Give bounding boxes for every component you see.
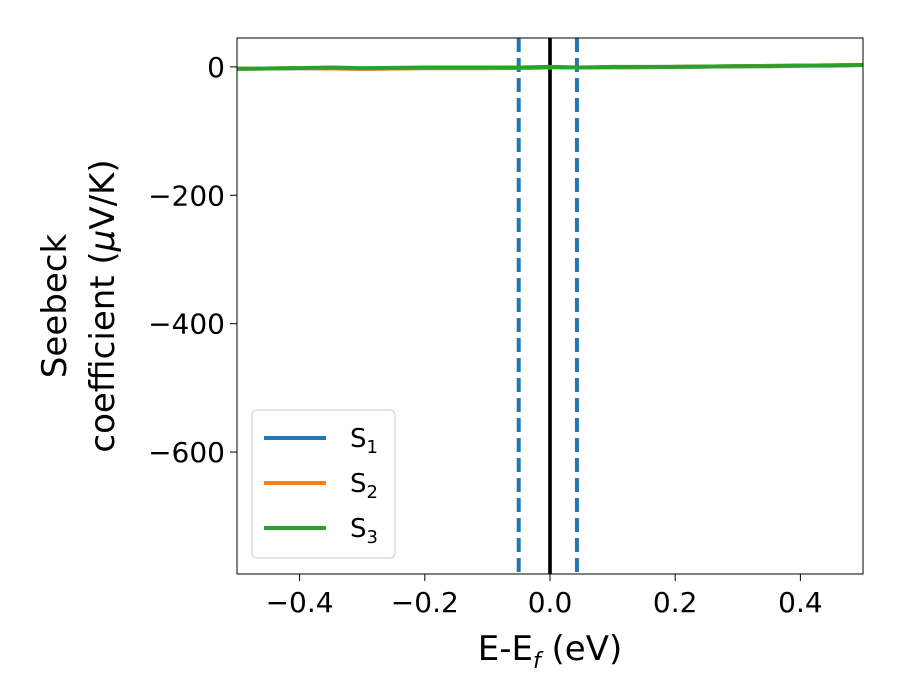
y-axis-label: Seebeck coefficient (μV/K) — [35, 159, 123, 452]
x-axis-label-unit: (eV) — [541, 629, 623, 669]
y-axis-label-text: coefficient ( — [83, 251, 123, 452]
x-axis-label-main: E-E — [478, 629, 533, 669]
y-axis-label-line1: Seebeck — [35, 234, 75, 379]
x-tick-label: 0.0 — [528, 586, 573, 619]
y-tick-label: −200 — [148, 179, 225, 212]
legend-label-s3: S3 — [350, 514, 378, 548]
y-axis-label-line2: coefficient (μV/K) — [83, 159, 123, 452]
y-tick-label: −600 — [148, 436, 225, 469]
y-tick-label: 0 — [207, 51, 225, 84]
x-tick-label: 0.2 — [653, 586, 698, 619]
legend-label-s2: S2 — [350, 469, 378, 503]
legend-label-s1: S1 — [350, 424, 378, 458]
x-axis-label-subscript: f — [533, 649, 544, 674]
x-axis-label: E-Ef (eV) — [478, 629, 623, 674]
series-line-s3 — [237, 62, 863, 71]
y-axis-label-mu: μ — [83, 230, 123, 253]
y-axis-label-unit: V/K) — [83, 159, 123, 229]
plot-area — [237, 38, 863, 574]
axes-frame — [236, 37, 864, 575]
x-tick-label: −0.4 — [266, 586, 334, 619]
legend: S1 S2 S3 — [251, 409, 396, 559]
y-tick-label: −400 — [148, 308, 225, 341]
x-tick-label: 0.4 — [778, 586, 823, 619]
plot-content — [237, 38, 863, 574]
axis-ticks: −0.4 −0.2 0.0 0.2 0.4 0 −200 −400 −600 — [148, 51, 823, 619]
x-tick-label: −0.2 — [391, 586, 459, 619]
